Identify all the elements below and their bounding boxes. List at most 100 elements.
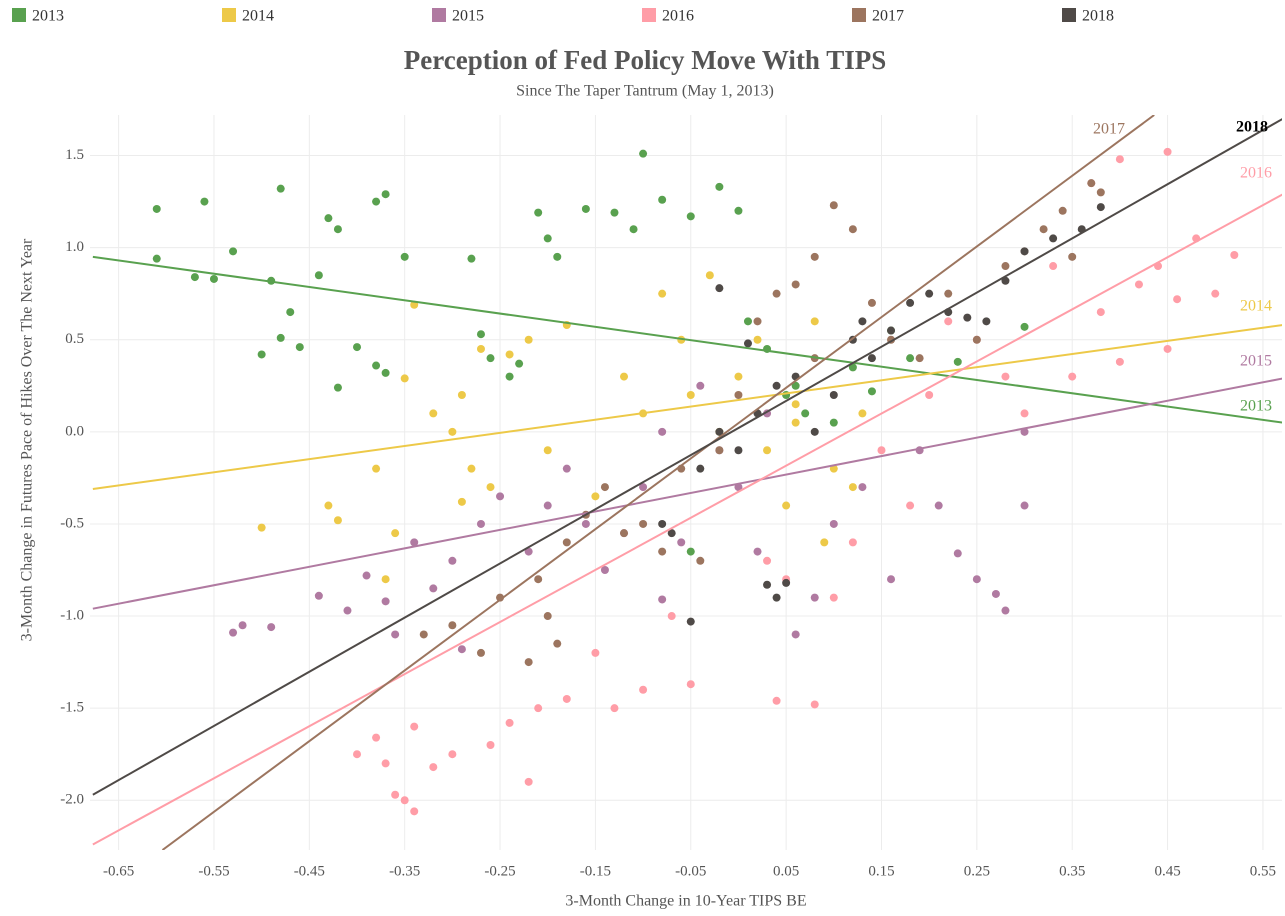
legend-label: 2018 [1082, 8, 1114, 25]
point [953, 549, 962, 558]
point [743, 317, 752, 326]
legend-label: 2017 [872, 8, 904, 25]
point [448, 427, 457, 436]
point [505, 350, 514, 359]
point [791, 630, 800, 639]
point [887, 575, 896, 584]
point [381, 575, 390, 584]
point [1001, 262, 1010, 271]
point [476, 519, 485, 528]
point [782, 578, 791, 587]
point [639, 149, 648, 158]
y-tick-label: 0.0 [65, 423, 84, 439]
x-tick-label: -0.25 [484, 863, 515, 879]
trend-label: 2017 [1093, 121, 1125, 138]
point [772, 381, 781, 390]
point [410, 807, 419, 816]
point [524, 335, 533, 344]
point [486, 741, 495, 749]
point [972, 335, 981, 344]
point [658, 427, 667, 436]
point [810, 317, 819, 326]
point [858, 409, 867, 418]
grid [90, 115, 1282, 850]
point [476, 330, 485, 339]
x-tick-label: 0.35 [1059, 863, 1085, 879]
point [400, 796, 409, 805]
point [848, 363, 857, 372]
point [448, 750, 457, 759]
y-tick-label: 1.0 [65, 239, 84, 255]
point [429, 584, 438, 593]
point [610, 208, 619, 217]
point [1115, 155, 1124, 164]
point [658, 547, 667, 556]
point [276, 184, 285, 193]
point [867, 387, 876, 396]
point [1039, 225, 1048, 234]
x-tick-label: -0.15 [580, 863, 611, 879]
point [791, 381, 800, 390]
point [620, 529, 629, 538]
point [467, 464, 476, 473]
point [1211, 289, 1220, 298]
point [1049, 234, 1058, 243]
trend-label: 2015 [1240, 353, 1272, 370]
point [829, 391, 838, 399]
point [257, 523, 266, 532]
point [782, 501, 791, 510]
point [734, 391, 743, 399]
point [667, 529, 676, 538]
point [639, 685, 648, 694]
trend-line [92, 193, 1282, 846]
point [353, 750, 362, 759]
point [972, 575, 981, 584]
point [810, 427, 819, 436]
point [591, 492, 600, 501]
point [944, 317, 953, 326]
point [200, 197, 209, 206]
point [324, 214, 333, 223]
point [400, 252, 409, 261]
point [801, 409, 810, 418]
point [1087, 179, 1096, 188]
point [858, 317, 867, 326]
point [372, 733, 381, 742]
point [667, 612, 676, 621]
point [543, 612, 552, 621]
point [543, 446, 552, 455]
point [715, 446, 724, 455]
point [505, 718, 514, 727]
point [190, 273, 199, 282]
trend-line [92, 324, 1282, 490]
point [772, 289, 781, 298]
point [906, 354, 915, 363]
point [333, 516, 342, 525]
point [314, 591, 323, 600]
point [686, 680, 695, 689]
y-tick-label: -0.5 [60, 515, 84, 531]
point [581, 519, 590, 528]
point [1020, 322, 1029, 331]
point [543, 501, 552, 510]
point [429, 763, 438, 772]
point [639, 483, 648, 492]
point [686, 391, 695, 399]
point [238, 621, 247, 630]
point [448, 621, 457, 630]
point [286, 308, 295, 317]
point [915, 354, 924, 363]
x-tick-label: -0.65 [103, 863, 134, 879]
point [1096, 188, 1105, 197]
point [152, 254, 161, 263]
point [1058, 206, 1067, 215]
trend-label: 2018 [1236, 119, 1268, 136]
trend-line [92, 255, 1282, 424]
point [534, 704, 543, 713]
y-tick-label: -2.0 [60, 792, 84, 808]
point [877, 446, 886, 455]
point [333, 383, 342, 392]
trend-label: 2014 [1240, 298, 1272, 315]
point [686, 212, 695, 221]
point [772, 593, 781, 602]
